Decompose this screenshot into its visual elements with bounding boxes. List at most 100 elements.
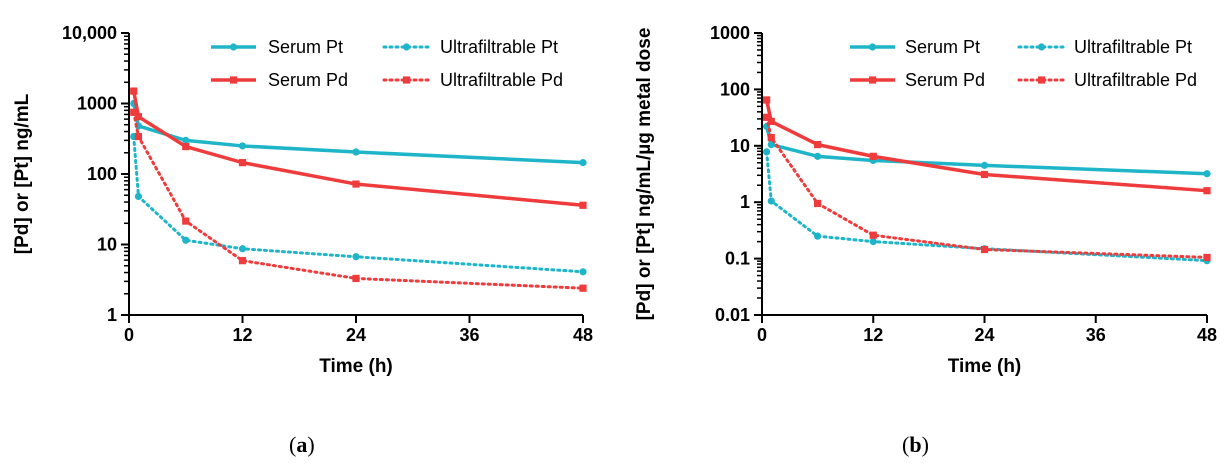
x-tick-label: 48: [573, 325, 593, 345]
data-point: [134, 113, 143, 121]
x-tick-label: 48: [1197, 325, 1217, 345]
series-serum-pt: [130, 99, 587, 167]
series-line: [132, 135, 585, 274]
x-tick-label: 24: [346, 325, 366, 345]
data-point: [130, 108, 138, 116]
legend-entry: Serum Pt: [211, 37, 343, 57]
y-tick-label: 100: [720, 79, 750, 99]
series-serum-pd: [763, 96, 1211, 195]
legend-label: Ultrafiltrable Pt: [1074, 37, 1192, 57]
chart-a-svg: 1 10 100 1000 10,000 0 12 24 36 48 Time (h) [Pd] or…: [12, 23, 593, 377]
chart-panel-b: 0.01 0.1 1 10 100 1000 0 12 24 36 48 Time (h) [Pd] o…: [612, 0, 1224, 475]
data-point: [182, 142, 190, 151]
x-tick-label: 36: [459, 325, 479, 345]
data-point: [352, 148, 360, 156]
series-serum-pd: [130, 87, 587, 209]
data-point: [980, 245, 989, 254]
y-tick-label: 10: [730, 136, 750, 156]
data-point: [579, 284, 587, 292]
legend-swatch-marker: [868, 43, 877, 51]
legend-entry: Serum Pd: [211, 70, 348, 90]
data-point: [130, 87, 138, 95]
x-axis-title: Time (h): [319, 356, 393, 377]
y-tick-label: 100: [87, 164, 117, 184]
data-point: [238, 257, 247, 265]
data-point: [238, 142, 247, 150]
legend-entry: Ultrafiltrable Pd: [1017, 70, 1197, 90]
data-point: [182, 217, 190, 225]
series-ultrafiltrable-pd: [763, 113, 1211, 262]
series-ultrafiltrable-pt: [130, 132, 587, 276]
data-point: [869, 152, 877, 160]
series-line: [132, 103, 584, 165]
data-point: [869, 238, 877, 246]
data-point: [814, 199, 822, 208]
y-axis-title: [Pd] or [Pt] ng/mL/µg metal dose: [634, 28, 655, 321]
y-tick-label: 1000: [710, 23, 750, 43]
data-point: [238, 159, 247, 167]
series-serum-pt: [763, 122, 1211, 178]
data-point: [767, 117, 775, 126]
data-point: [352, 180, 360, 188]
x-tick-label: 12: [232, 325, 252, 345]
caption-b: (b): [902, 432, 929, 457]
legend-swatch-marker: [402, 43, 411, 51]
legend-entry: Serum Pt: [850, 37, 980, 57]
data-point: [980, 170, 989, 179]
legend-label: Serum Pd: [905, 70, 985, 90]
legend-label: Ultrafiltrable Pd: [1074, 70, 1197, 90]
data-point: [980, 161, 989, 169]
legend-entry: Ultrafiltrable Pd: [382, 70, 563, 90]
chart-panel-a: 1 10 100 1000 10,000 0 12 24 36 48 Time (h) [Pd] or…: [12, 23, 593, 457]
x-tick-label: 0: [757, 325, 767, 345]
series-line: [765, 150, 1209, 263]
legend-entry: Ultrafiltrable Pt: [382, 37, 558, 57]
data-point: [767, 133, 775, 142]
legend-label: Ultrafiltrable Pd: [440, 70, 563, 90]
data-point: [579, 159, 587, 167]
legend-swatch-marker: [1037, 43, 1046, 51]
y-tick-label: 0.1: [725, 249, 750, 269]
legend-swatch-marker: [869, 76, 877, 84]
chart-b-svg: 0.01 0.1 1 10 100 1000 0 12 24 36 48 Time (h) [Pd] o…: [634, 23, 1217, 377]
data-point: [814, 141, 822, 149]
series-line: [132, 90, 584, 208]
data-point: [134, 132, 143, 141]
x-tick-label: 24: [974, 325, 994, 345]
legend-swatch-marker: [1038, 76, 1046, 84]
data-point: [182, 136, 190, 144]
legend-swatch-marker: [403, 76, 411, 84]
y-tick-label: 1: [740, 192, 750, 212]
data-point: [352, 253, 360, 261]
data-point: [1203, 170, 1211, 178]
y-tick-label: 1000: [77, 94, 117, 114]
legend-swatch-marker: [229, 43, 238, 51]
data-point: [134, 192, 143, 201]
data-point: [238, 245, 247, 253]
y-tick-label: 1: [107, 305, 117, 325]
data-point: [814, 152, 822, 160]
legend-label: Serum Pt: [905, 37, 980, 57]
legend-label: Serum Pt: [268, 37, 343, 57]
data-point: [579, 201, 587, 209]
legend-swatch-marker: [230, 76, 238, 84]
data-point: [579, 268, 587, 276]
x-axis-title: Time (h): [948, 356, 1022, 377]
data-point: [767, 197, 775, 205]
data-point: [352, 274, 360, 283]
data-point: [814, 232, 822, 240]
legend-entry: Ultrafiltrable Pt: [1017, 37, 1192, 57]
data-point: [763, 96, 771, 104]
x-tick-label: 36: [1086, 325, 1106, 345]
data-point: [763, 113, 771, 121]
y-tick-label: 0.01: [715, 305, 750, 325]
y-tick-label: 10: [97, 235, 117, 255]
data-point: [1203, 253, 1211, 262]
legend-label: Ultrafiltrable Pt: [440, 37, 558, 57]
y-tick-label: 10,000: [62, 23, 117, 43]
y-axis-title: [Pd] or [Pt] ng/mL: [12, 93, 33, 254]
data-point: [869, 231, 877, 239]
data-point: [182, 236, 190, 244]
caption-a: (a): [289, 432, 315, 457]
series-line: [132, 110, 585, 290]
